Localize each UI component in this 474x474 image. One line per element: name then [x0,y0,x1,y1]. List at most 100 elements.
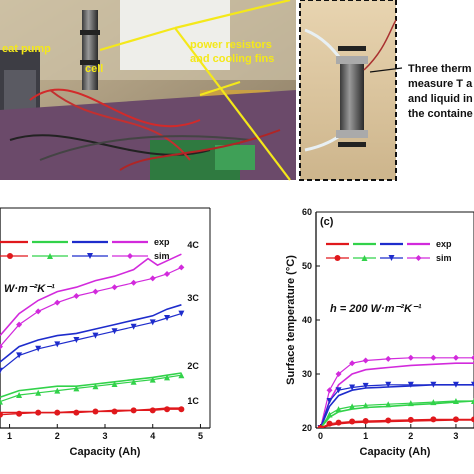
series-3C-sim-point [349,384,356,391]
series-4C-sim-point [164,271,171,277]
series-3C-sim-point [407,381,414,388]
legend-exp-label: exp [154,237,170,247]
series-1C-sim-point [149,407,156,414]
series-2C-sim-line [0,374,182,403]
label-heat-pump: eat pump [2,43,51,55]
y-tick-label: 30 [302,369,312,379]
series-1C-sim-point [54,409,61,416]
series-4C-sim-point [385,355,392,362]
series-1C-sim-point [16,410,23,417]
label-cell: cell [85,63,103,75]
series-4C-sim-point [349,360,356,367]
series-1C-sim-point [35,409,42,416]
series-4C-exp-line [0,253,182,337]
y-tick-label: 20 [302,423,312,433]
legend-exp-label: exp [436,239,452,249]
series-1C-sim-point [471,416,474,423]
series-3C-sim-point [73,337,80,343]
x-tick-label: 1 [7,431,12,441]
series-3C-sim-point [92,332,99,339]
series-2C-sim-point [35,389,42,396]
series-3C-sim-point [0,367,3,374]
series-3C-sim-point [16,352,23,359]
plot-area [0,253,185,418]
series-3C-sim-point [111,328,118,335]
series-4C-sim-point [471,354,474,361]
series-4C-sim-point [130,279,137,286]
series-4C-sim-point [0,343,3,350]
series-2C-sim-point [130,378,137,385]
series-2C-sim-point [362,402,369,409]
x-tick-label: 3 [102,431,107,441]
y-tick-label: 50 [302,261,312,271]
setup-photo [0,0,296,181]
series-1C-sim-point [335,419,342,426]
series-3C-sim-point [130,323,137,330]
series-4C-sim-point [92,288,99,295]
y-tick-label: 60 [302,207,312,217]
series-2C-sim-point [335,406,342,413]
series-4C-sim-point [362,357,369,364]
series-2C-sim-point [149,376,156,383]
series-label-1C: 1C [187,396,199,406]
series-1C-sim-point [326,420,333,427]
series-4C-sim-point [73,293,80,299]
series-3C-sim-point [35,345,42,352]
series-2C-sim-point [326,411,333,418]
series-3C-sim-point [178,310,185,317]
series-2C-exp-line [319,400,474,428]
legend-sim-marker-1C [7,253,13,259]
legend-sim-label: sim [154,251,170,261]
series-4C-sim-point [111,284,118,291]
series-4C-sim-point [335,371,342,377]
series-4C-sim-point [149,275,156,282]
series-2C-sim-point [73,385,80,392]
series-1C-sim-point [92,408,99,415]
series-3C-sim-point [54,341,61,348]
callout-line2: measure T a [408,78,473,90]
series-2C-sim-point [0,398,3,405]
series-1C-sim-point [430,416,437,423]
series-3C-exp-line [0,304,182,363]
legend-sim-marker-3C [87,253,93,259]
legend-sim-marker-4C [415,255,422,261]
series-2C-sim-point [92,383,99,390]
series-1C-sim-line [320,418,474,428]
series-1C-sim-point [362,417,369,424]
series-4C-sim-line [319,357,474,428]
series-1C-sim-point [178,406,185,413]
legend-sim-label: sim [436,253,452,263]
series-3C-sim-point [452,381,459,388]
series-4C-sim-point [326,387,333,394]
series-3C-sim-point [471,381,474,388]
label-resistors-line1: power resistors [190,39,272,51]
x-tick-label: 1 [363,431,368,441]
series-3C-sim-point [362,382,369,389]
series-2C-sim-point [452,398,459,404]
inset-photo [299,0,397,181]
series-1C-sim-point [0,411,3,418]
series-3C-sim-point [149,319,156,326]
series-1C-sim-point [317,425,324,428]
series-label-2C: 2C [187,361,199,371]
series-3C-sim-line [319,384,474,428]
callout-line1: Three therm [408,63,472,75]
series-4C-sim-point [16,321,23,328]
series-2C-sim-point [407,400,414,407]
legend: exp sim [0,237,170,261]
legend-sim-marker-2C [47,253,53,259]
x-tick-label: 2 [55,431,60,441]
series-2C-sim-point [111,381,118,387]
series-1C-sim-point [73,409,80,416]
series-1C-sim-point [407,416,414,423]
x-tick-label: 0 [318,431,323,441]
y-axis-label: Surface temperature (°C) [285,255,297,385]
series-1C-exp-line [320,419,474,428]
x-axis-label: Capacity (Ah) [360,446,431,458]
series-label-4C: 4C [187,240,199,250]
chart-annotation: W·m⁻²K⁻¹ [4,283,55,295]
series-4C-sim-point [452,354,459,361]
chart-annotation: h = 200 W·m⁻²K⁻¹ [330,303,422,315]
series-1C-sim-point [385,417,392,424]
